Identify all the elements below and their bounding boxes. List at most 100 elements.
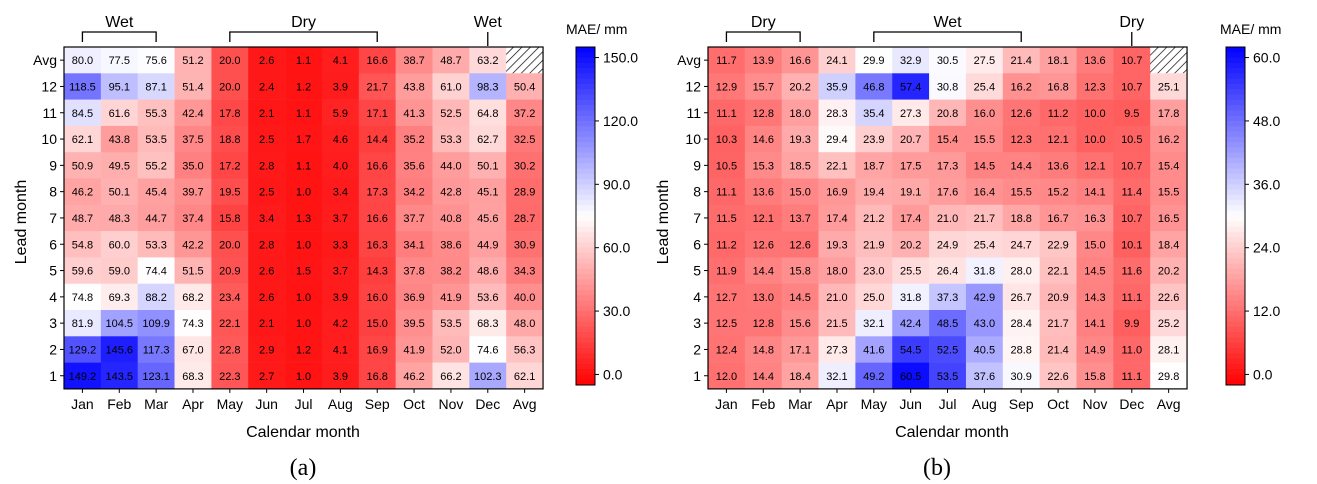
heatmap-cell (358, 336, 396, 363)
heatmap-cell (248, 231, 286, 258)
heatmap-cell (1039, 47, 1077, 74)
x-tick-label: Jul (295, 396, 313, 412)
heatmap-cell (1150, 152, 1188, 179)
heatmap-cell (285, 283, 323, 311)
colorbar-segment (576, 216, 595, 222)
cell-value: 42.2 (182, 239, 203, 251)
cell-value: 35.0 (182, 160, 203, 172)
cell-value: 51.4 (182, 81, 203, 93)
heatmap-cell (1039, 99, 1077, 127)
heatmap-cell (358, 310, 396, 337)
colorbar-segment (1226, 311, 1245, 317)
heatmap-cell (506, 257, 544, 284)
cell-value: 3.7 (333, 213, 348, 225)
heatmap-cell (1113, 231, 1151, 258)
cell-value: 30.2 (514, 160, 535, 172)
cell-value: 1.2 (296, 344, 311, 356)
cell-value: 13.7 (789, 213, 810, 225)
x-tick-label: May (861, 396, 887, 412)
heatmap-cell (211, 257, 249, 284)
colorbar-segment (1226, 237, 1245, 243)
cell-value: 51.2 (182, 55, 203, 67)
colorbar-segment (576, 284, 595, 291)
cell-value: 12.6 (753, 239, 774, 251)
heatmap-cell (100, 73, 138, 100)
heatmap-cell (818, 178, 856, 206)
heatmap-cell (1076, 283, 1114, 311)
heatmap-cell (100, 204, 138, 232)
heatmap-cell (432, 204, 470, 232)
cell-value: 10.0 (1084, 134, 1105, 146)
cell-value: 16.9 (367, 344, 388, 356)
cell-value: 2.1 (259, 108, 274, 120)
cell-value: 13.6 (753, 187, 774, 199)
heatmap-cell (1039, 73, 1077, 100)
cell-value: 44.0 (440, 160, 461, 172)
cell-value: 13.6 (1084, 55, 1105, 67)
heatmap-cell (432, 99, 470, 127)
season-bracket (873, 31, 1022, 42)
cell-value: 28.4 (1011, 318, 1032, 330)
colorbar-segment (1226, 73, 1245, 80)
cell-value: 2.6 (259, 55, 274, 67)
cell-value: 74.3 (182, 318, 203, 330)
heatmap-cell (395, 47, 433, 74)
heatmap-cell (1076, 178, 1114, 206)
heatmap-cell (929, 257, 967, 284)
colorbar-tick-label: 0.0 (603, 366, 623, 382)
colorbar-segment (1226, 200, 1245, 206)
colorbar-tick-label: 48.0 (1253, 113, 1280, 129)
cell-value: 18.8 (219, 134, 240, 146)
colorbar-segment (576, 295, 595, 301)
cell-value: 48.7 (440, 55, 461, 67)
x-tick-label: Avg (513, 396, 537, 412)
colorbar-title-b: MAE/ mm (1220, 21, 1281, 37)
heatmap-cell (174, 283, 212, 311)
heatmap-cell (1076, 231, 1114, 258)
cell-value: 43.8 (109, 134, 130, 146)
heatmap-cell (285, 257, 323, 284)
cell-value: 69.3 (109, 292, 130, 304)
heatmap-cell (174, 204, 212, 232)
cell-value: 84.5 (72, 108, 93, 120)
cell-value: 41.9 (403, 344, 424, 356)
heatmap-cell (432, 336, 470, 363)
heatmap-cell (174, 257, 212, 284)
cell-value: 14.4 (753, 371, 774, 383)
cell-value: 1.0 (296, 187, 311, 199)
cell-value: 17.8 (1158, 108, 1179, 120)
colorbar-segment (1226, 321, 1245, 328)
heatmap-cell (892, 178, 930, 206)
heatmap-cell (744, 231, 782, 258)
colorbar-segment (576, 231, 595, 238)
colorbar-segment (576, 326, 595, 333)
colorbar-segment (1226, 210, 1245, 217)
heatmap-cell (506, 178, 544, 206)
cell-value: 35.9 (826, 81, 847, 93)
heatmap-cell (432, 362, 470, 390)
colorbar-segment (576, 163, 595, 169)
heatmap-cell (1150, 257, 1188, 284)
cell-value: 22.8 (219, 344, 240, 356)
x-tick-label: Aug (972, 396, 997, 412)
colorbar-segment (576, 62, 595, 69)
heatmap-cell (285, 231, 323, 258)
cell-value: 25.1 (1158, 81, 1179, 93)
cell-value: 11.1 (716, 187, 737, 199)
cell-value: 38.2 (440, 266, 461, 278)
heatmap-cell (708, 257, 746, 284)
heatmap-cell (781, 178, 819, 206)
heatmap-cell (100, 310, 138, 337)
heatmap-cell (892, 152, 930, 179)
cell-value: 16.4 (974, 187, 995, 199)
heatmap-cell (100, 178, 138, 206)
cell-value: 118.5 (69, 81, 96, 93)
colorbar-segment (576, 131, 595, 138)
heatmap-cell (818, 283, 856, 311)
heatmap-cell (1113, 99, 1151, 127)
cell-value: 20.8 (937, 108, 958, 120)
cell-value: 48.5 (937, 318, 958, 330)
colorbar-tick-label: 120.0 (603, 113, 638, 129)
colorbar-segment (576, 337, 595, 344)
heatmap-cell (137, 204, 175, 232)
